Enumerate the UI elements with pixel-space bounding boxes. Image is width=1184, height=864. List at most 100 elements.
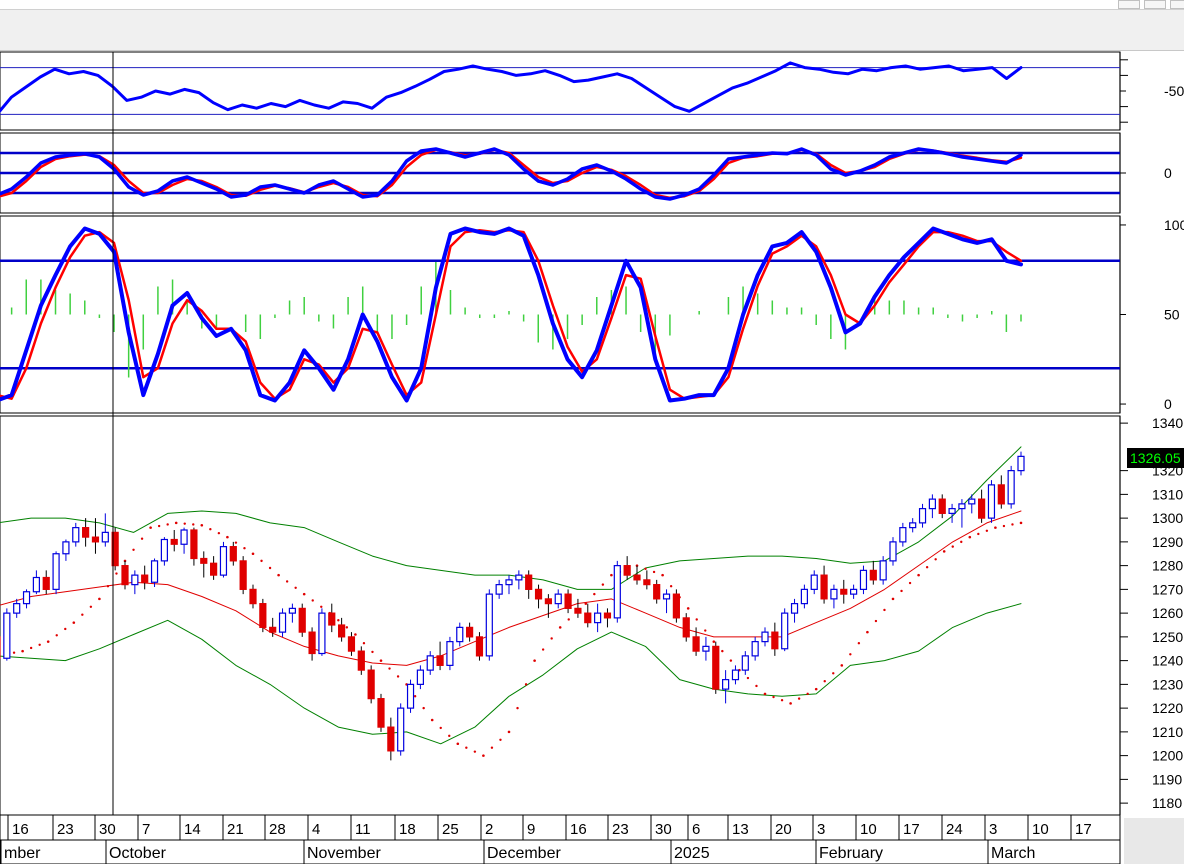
candle-body xyxy=(42,576,50,590)
price-tick-label: 1220 xyxy=(1152,700,1183,716)
candle xyxy=(771,622,779,656)
candle-body xyxy=(200,557,208,564)
candle xyxy=(968,494,976,514)
candle xyxy=(111,527,119,571)
candle xyxy=(367,665,375,704)
date-day-label: 13 xyxy=(732,821,749,838)
window-button[interactable] xyxy=(1144,0,1166,9)
sar-dot xyxy=(567,618,570,621)
date-day-label: 17 xyxy=(1075,821,1092,838)
candle-body xyxy=(62,541,70,555)
date-day-label: 3 xyxy=(989,821,997,838)
sar-dot xyxy=(1011,523,1014,526)
date-day-label: 25 xyxy=(442,821,459,838)
candle xyxy=(32,570,40,595)
candle xyxy=(653,579,661,604)
sar-dot xyxy=(115,572,118,575)
candle-body xyxy=(475,636,484,657)
sar-dot xyxy=(934,558,937,561)
price-tick-label: 1280 xyxy=(1152,558,1183,574)
candle-body xyxy=(682,617,690,638)
candle xyxy=(318,608,326,656)
candle-body xyxy=(13,603,21,614)
window-button[interactable] xyxy=(1170,0,1184,9)
corner-box xyxy=(1124,818,1184,864)
candle-body xyxy=(751,641,759,657)
window-button[interactable] xyxy=(1118,0,1140,9)
candle-body xyxy=(466,626,474,638)
sar-dot xyxy=(226,535,229,539)
sar-dot xyxy=(866,630,869,634)
y-tick-label: 0 xyxy=(1164,396,1172,412)
sar-dot xyxy=(746,676,750,680)
candle-body xyxy=(869,569,877,581)
candle xyxy=(987,480,996,523)
candle xyxy=(899,522,907,547)
candle-body xyxy=(170,538,178,545)
candle-body xyxy=(672,593,680,619)
candle xyxy=(534,584,543,609)
candle-body xyxy=(702,645,710,652)
candle-body xyxy=(111,531,119,567)
sar-dot xyxy=(1002,524,1006,528)
candle-body xyxy=(800,588,808,605)
sar-dot xyxy=(456,742,460,746)
candle-body xyxy=(190,529,198,560)
sar-dot xyxy=(883,608,886,612)
candle xyxy=(22,589,31,609)
date-month-label: November xyxy=(307,845,381,862)
date-day-label: 3 xyxy=(817,821,825,838)
sar-dot xyxy=(917,573,920,577)
price-tick-label: 1290 xyxy=(1152,534,1183,550)
sar-dot xyxy=(243,547,246,550)
sar-dot xyxy=(439,726,442,730)
candle xyxy=(416,665,424,690)
panel-frame xyxy=(0,51,1121,131)
sar-dot xyxy=(797,697,801,700)
y-tick-label: 0 xyxy=(1164,165,1172,181)
candle xyxy=(918,503,927,528)
candle-body xyxy=(810,574,818,590)
oscillator-1-line xyxy=(0,61,1023,114)
candle xyxy=(790,598,799,623)
candle xyxy=(42,570,50,595)
candle-body xyxy=(594,612,602,624)
sar-dot xyxy=(661,573,664,577)
sar-dot xyxy=(183,522,186,525)
candle-body xyxy=(426,655,434,671)
date-day-label: 23 xyxy=(57,821,74,838)
sar-dot xyxy=(874,619,878,623)
sar-dot xyxy=(55,634,58,637)
candle xyxy=(357,646,365,675)
price-tick-label: 1310 xyxy=(1152,486,1183,502)
price-tick-label: 1200 xyxy=(1152,748,1183,764)
candle-body xyxy=(554,593,562,605)
sar-dot xyxy=(251,552,255,556)
candle xyxy=(938,494,946,519)
candle-body xyxy=(239,560,247,590)
candle xyxy=(72,522,80,547)
candle xyxy=(82,518,90,547)
candle-body xyxy=(928,498,936,510)
date-day-label: 17 xyxy=(903,821,920,838)
window-strip xyxy=(0,0,1184,10)
candle-body xyxy=(219,546,228,576)
candle xyxy=(731,665,740,685)
candle-body xyxy=(889,541,897,562)
candle xyxy=(249,584,257,609)
sar-dot xyxy=(46,640,50,643)
candle-body xyxy=(347,636,356,652)
candle xyxy=(495,579,503,599)
sar-dot xyxy=(524,683,528,686)
sar-dot xyxy=(345,626,349,629)
candle xyxy=(426,651,434,675)
candle xyxy=(298,603,306,637)
candle-body xyxy=(210,562,218,576)
candle-body xyxy=(859,569,868,590)
candle xyxy=(131,570,139,595)
candle-body xyxy=(259,603,267,628)
sar-dot xyxy=(106,585,110,588)
sar-dot xyxy=(558,626,562,629)
title-bar xyxy=(0,0,1184,51)
